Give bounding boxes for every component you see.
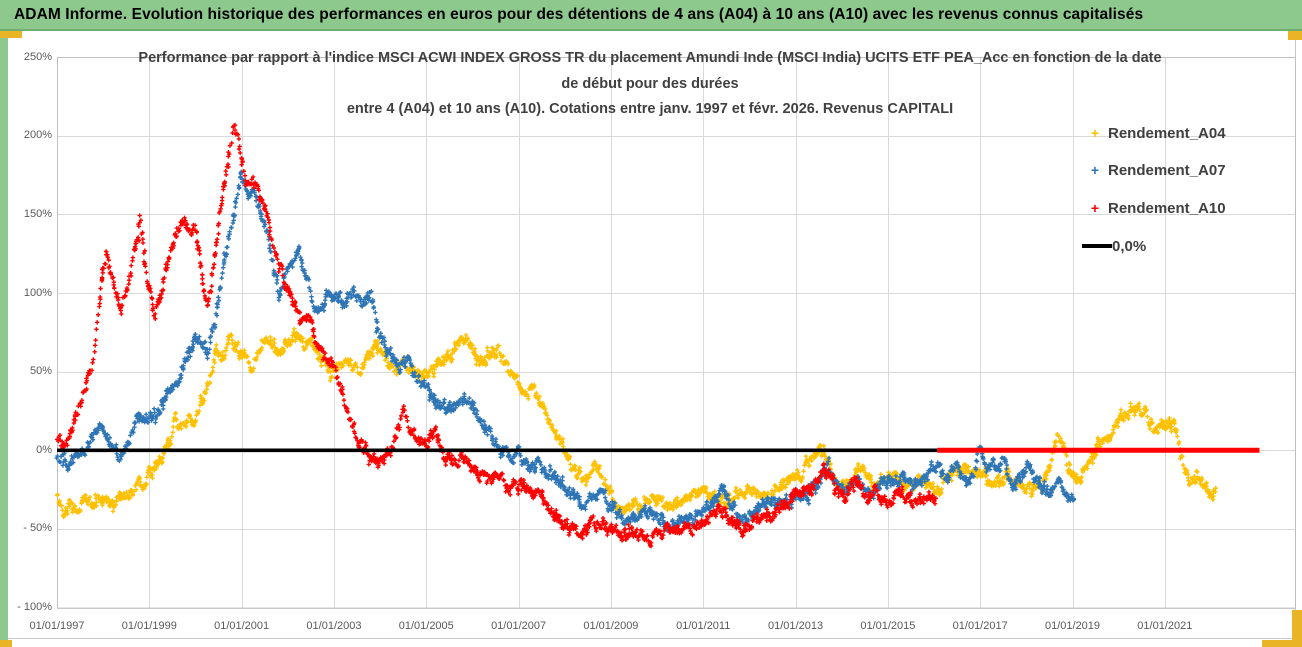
legend-label: Rendement_A07 <box>1108 161 1226 179</box>
x-tick-label: 01/01/2013 <box>768 620 824 632</box>
x-tick-label: 01/01/2007 <box>491 620 547 632</box>
plus-marker-icon: + <box>1090 200 1100 216</box>
x-tick-label: 01/01/2021 <box>1137 620 1193 632</box>
y-tick-label: 250% <box>23 50 52 63</box>
x-tick-label: 01/01/2017 <box>952 620 1008 632</box>
y-tick-label: - 100% <box>17 601 52 614</box>
legend-item-rendement-a04[interactable]: + Rendement_A04 <box>1082 123 1226 143</box>
x-tick-label: 01/01/1997 <box>29 620 85 632</box>
x-tick-label: 01/01/2001 <box>214 620 270 632</box>
y-tick-label: 200% <box>23 129 52 142</box>
x-tick-label: 01/01/2015 <box>860 620 916 632</box>
legend-label: 0,0% <box>1112 237 1147 255</box>
x-tick-label: 01/01/1999 <box>121 620 177 632</box>
y-tick-label: - 50% <box>23 522 52 535</box>
legend-item-zero-line[interactable]: 0,0% <box>1082 236 1146 256</box>
chart-title-line-1: Performance par rapport à l'indice MSCI … <box>138 50 1162 66</box>
x-tick-label: 01/01/2009 <box>583 620 639 632</box>
chart-title-line-2: de début pour des durées <box>561 76 739 92</box>
legend-item-rendement-a10[interactable]: + Rendement_A10 <box>1082 198 1226 218</box>
x-tick-label: 01/01/2005 <box>398 620 454 632</box>
legend-label: Rendement_A04 <box>1108 124 1226 142</box>
y-tick-label: 100% <box>23 286 52 299</box>
legend-label: Rendement_A10 <box>1108 199 1226 217</box>
y-tick-label: 0% <box>36 443 52 456</box>
plus-marker-icon: + <box>1090 162 1100 178</box>
x-tick-label: 01/01/2019 <box>1044 620 1101 632</box>
plus-marker-icon: + <box>1090 125 1100 141</box>
chart-title-line-3: entre 4 (A04) et 10 ans (A10). Cotations… <box>346 101 954 117</box>
x-tick-label: 01/01/2003 <box>306 620 362 632</box>
x-tick-label: 01/01/2011 <box>676 620 731 632</box>
zero-line-sample-icon <box>1082 244 1112 248</box>
y-tick-label: 150% <box>23 207 52 220</box>
legend-item-rendement-a07[interactable]: + Rendement_A07 <box>1082 160 1226 180</box>
y-tick-label: 50% <box>29 365 52 378</box>
